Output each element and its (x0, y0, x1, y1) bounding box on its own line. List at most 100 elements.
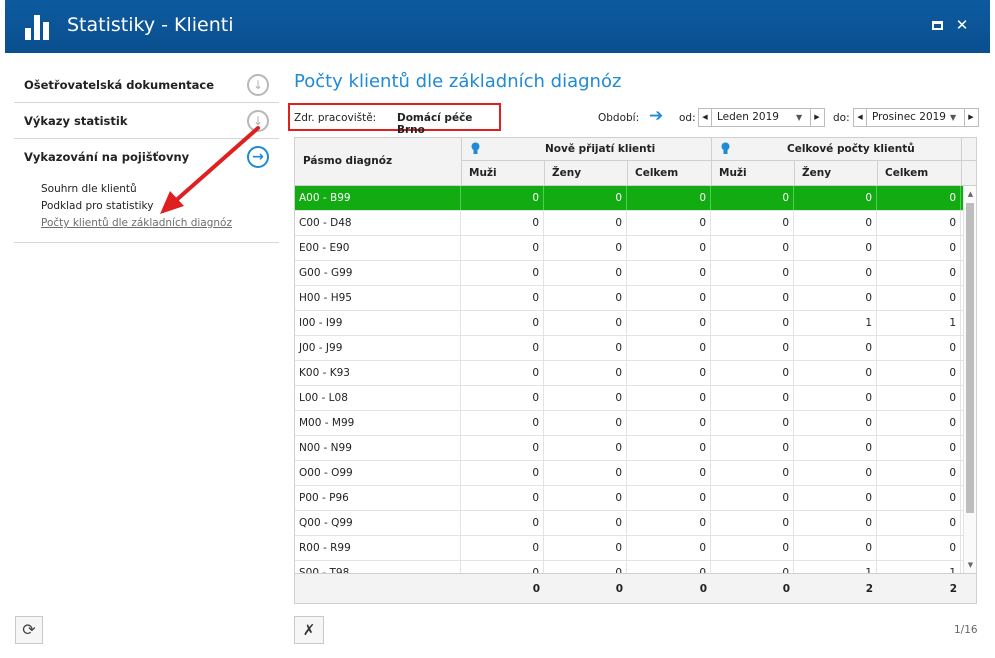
refresh-icon: ⟳ (22, 620, 36, 639)
dropdown-arrow-icon[interactable]: ▼ (796, 113, 803, 122)
diagnosis-range-cell: M00 - M99 (295, 411, 461, 435)
count-cell: 0 (877, 536, 961, 560)
table-row[interactable]: K00 - K93 0 0 0 0 0 0 (295, 361, 963, 386)
nav-item-statistics-reports[interactable]: Výkazy statistik ↓ (14, 103, 279, 139)
col-header[interactable]: Celkem (885, 167, 929, 179)
count-cell: 0 (877, 436, 961, 460)
prev-month-button[interactable]: ◀ (854, 109, 867, 126)
from-label: od: (679, 112, 696, 124)
maximize-button[interactable] (929, 17, 945, 33)
refresh-button[interactable]: ⟳ (15, 616, 43, 644)
diagnosis-range-cell: N00 - N99 (295, 436, 461, 460)
count-cell: 0 (544, 461, 627, 485)
table-row[interactable]: M00 - M99 0 0 0 0 0 0 (295, 411, 963, 436)
workplace-field[interactable]: Zdr. pracoviště: Domácí péče Brno (288, 103, 501, 136)
count-cell: 0 (877, 186, 961, 210)
count-cell: 0 (544, 361, 627, 385)
table-row[interactable]: Q00 - Q99 0 0 0 0 0 0 (295, 511, 963, 536)
statistics-logo-icon (25, 15, 49, 40)
arrow-right-icon[interactable]: ➔ (649, 106, 664, 126)
nav-item-label: Výkazy statistik (24, 114, 128, 128)
title-bar: Statistiky - Klienti ✕ (5, 0, 990, 53)
table-row[interactable]: G00 - G99 0 0 0 0 0 0 (295, 261, 963, 286)
scrollbar-thumb[interactable] (966, 203, 974, 513)
diagnosis-range-cell: Q00 - Q99 (295, 511, 461, 535)
prev-month-button[interactable]: ◀ (699, 109, 712, 126)
count-cell: 0 (461, 511, 544, 535)
table-row[interactable]: H00 - H95 0 0 0 0 0 0 (295, 286, 963, 311)
count-cell: 0 (794, 361, 877, 385)
diagnosis-range-cell: G00 - G99 (295, 261, 461, 285)
subitem-client-summary[interactable]: Souhrn dle klientů (41, 183, 137, 195)
count-cell: 0 (461, 361, 544, 385)
count-cell: 0 (711, 236, 794, 260)
nav-item-nursing-documentation[interactable]: Ošetřovatelská dokumentace ↓ (14, 67, 279, 103)
to-month-stepper[interactable]: ◀ Prosinec 2019 ▼ ▶ (853, 108, 979, 127)
subitem-statistics-basis[interactable]: Podklad pro statistiky (41, 200, 154, 212)
tools-button[interactable]: ✗ (294, 616, 324, 644)
col-header[interactable]: Ženy (802, 167, 832, 179)
lightbulb-icon[interactable] (721, 142, 730, 155)
count-cell: 0 (877, 286, 961, 310)
table-header: Pásmo diagnóz Nově přijatí klienti Celko… (295, 138, 976, 186)
dropdown-arrow-icon[interactable]: ▼ (950, 113, 957, 122)
count-cell: 0 (627, 436, 711, 460)
count-cell: 0 (877, 261, 961, 285)
table-row[interactable]: O00 - O99 0 0 0 0 0 0 (295, 461, 963, 486)
count-cell: 0 (627, 361, 711, 385)
table-row[interactable]: J00 - J99 0 0 0 0 0 0 (295, 336, 963, 361)
vertical-scrollbar[interactable]: ▲ ▼ (963, 186, 976, 573)
count-cell: 0 (877, 486, 961, 510)
col-header[interactable]: Muži (719, 167, 747, 179)
table-row[interactable]: I00 - I99 0 0 0 0 1 1 (295, 311, 963, 336)
close-button[interactable]: ✕ (954, 17, 970, 33)
table-row[interactable]: E00 - E90 0 0 0 0 0 0 (295, 236, 963, 261)
count-cell: 0 (711, 511, 794, 535)
total-cell: 0 (615, 583, 623, 595)
table-row[interactable]: P00 - P96 0 0 0 0 0 0 (295, 486, 963, 511)
count-cell: 0 (461, 436, 544, 460)
col-code-header[interactable]: Pásmo diagnóz (303, 155, 393, 167)
count-cell: 0 (711, 286, 794, 310)
count-cell: 0 (877, 386, 961, 410)
count-cell: 0 (461, 386, 544, 410)
diagnosis-range-cell: C00 - D48 (295, 211, 461, 235)
table-row[interactable]: N00 - N99 0 0 0 0 0 0 (295, 436, 963, 461)
total-cell: 0 (699, 583, 707, 595)
subitem-clients-by-diagnosis[interactable]: Počty klientů dle základních diagnóz (41, 217, 232, 229)
table-row[interactable]: R00 - R99 0 0 0 0 0 0 (295, 536, 963, 561)
nav-item-insurance-reporting[interactable]: Vykazování na pojišťovny → (14, 139, 279, 175)
col-header[interactable]: Muži (469, 167, 497, 179)
count-cell: 0 (544, 311, 627, 335)
from-month-stepper[interactable]: ◀ Leden 2019 ▼ ▶ (698, 108, 825, 127)
count-cell: 0 (627, 236, 711, 260)
table-row[interactable]: A00 - B99 0 0 0 0 0 0 (295, 186, 963, 211)
count-cell: 0 (794, 286, 877, 310)
count-cell: 0 (627, 311, 711, 335)
scroll-down-icon[interactable]: ▼ (967, 561, 974, 569)
diagnosis-range-cell: H00 - H95 (295, 286, 461, 310)
count-cell: 0 (711, 336, 794, 360)
col-header[interactable]: Celkem (635, 167, 679, 179)
count-cell: 0 (794, 486, 877, 510)
sidebar: Ošetřovatelská dokumentace ↓ Výkazy stat… (14, 67, 279, 243)
table-row[interactable]: L00 - L08 0 0 0 0 0 0 (295, 386, 963, 411)
col-header[interactable]: Ženy (552, 167, 582, 179)
count-cell: 0 (794, 186, 877, 210)
next-month-button[interactable]: ▶ (964, 109, 977, 126)
count-cell: 0 (461, 536, 544, 560)
count-cell: 0 (544, 486, 627, 510)
scroll-up-icon[interactable]: ▲ (967, 190, 974, 198)
count-cell: 0 (627, 461, 711, 485)
total-cell: 0 (532, 583, 540, 595)
total-cell: 2 (949, 583, 957, 595)
count-cell: 0 (544, 236, 627, 260)
table-row[interactable]: C00 - D48 0 0 0 0 0 0 (295, 211, 963, 236)
count-cell: 0 (461, 486, 544, 510)
next-month-button[interactable]: ▶ (810, 109, 823, 126)
lightbulb-icon[interactable] (471, 142, 480, 155)
count-cell: 0 (877, 461, 961, 485)
count-cell: 0 (461, 336, 544, 360)
count-cell: 0 (711, 536, 794, 560)
maximize-icon (931, 21, 943, 30)
